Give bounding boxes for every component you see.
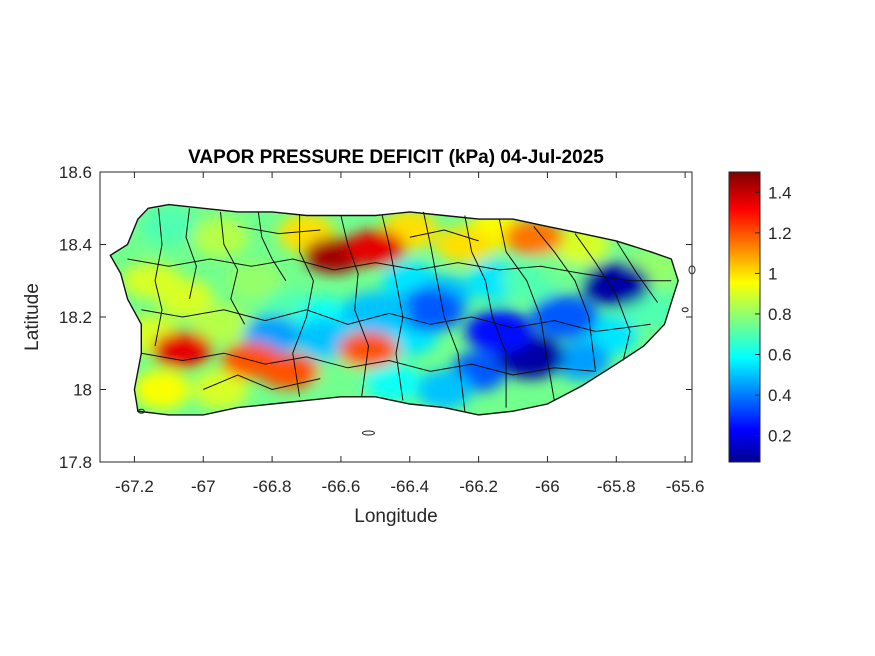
y-tick-label-1: 18 — [73, 381, 92, 400]
vpd-hotspot-7 — [434, 226, 495, 263]
boundary-line-14 — [141, 309, 651, 333]
islet-0 — [361, 430, 375, 436]
boundary-line-4 — [292, 215, 314, 397]
municipal-boundaries — [127, 208, 672, 412]
vpd-patch-22 — [133, 369, 190, 410]
boundary-line-2 — [220, 211, 246, 325]
colorbar-tick-label-6: 1.4 — [768, 183, 792, 202]
vpd-lowspot-3 — [396, 287, 465, 332]
islet-3 — [137, 408, 145, 414]
vpd-patch-21 — [192, 369, 249, 410]
vpd-patch-4 — [192, 304, 249, 345]
boundary-line-13 — [127, 258, 672, 282]
islet-2 — [681, 307, 689, 313]
x-tick-label-0: -67.2 — [115, 477, 154, 496]
vpd-hotspot-2 — [152, 331, 213, 368]
vpd-lowspot-0 — [582, 262, 651, 307]
y-axis-ticks: 17.8 18 18.2 18.4 18.6 — [59, 163, 692, 472]
colorbar-tick-label-5: 1.2 — [768, 224, 792, 243]
island-outline — [109, 203, 679, 416]
colorbar-tick-label-2: 0.6 — [768, 346, 792, 365]
boundary-line-5 — [340, 215, 370, 397]
y-tick-label-0: 17.8 — [59, 453, 92, 472]
vpd-patch-2 — [226, 260, 283, 301]
boundary-line-12 — [615, 240, 659, 303]
x-tick-label-1: -67 — [191, 477, 216, 496]
colorbar-ticks: 0.2 0.4 0.6 0.8 1 1.2 1.4 — [755, 183, 792, 446]
x-tick-label-8: -65.6 — [666, 477, 705, 496]
x-tick-label-4: -66.4 — [390, 477, 429, 496]
y-tick-label-4: 18.6 — [59, 163, 92, 182]
x-axis-ticks: -67.2 -67 -66.8 -66.6 -66.4 -66.2 -66 -65.8 -65.… — [115, 172, 704, 496]
boundary-line-8 — [464, 215, 507, 408]
chart-title: VAPOR PRESSURE DEFICIT (kPa) 04-Jul-2025 — [188, 147, 604, 168]
vpd-patch-19 — [364, 362, 421, 403]
boundary-line-1 — [185, 208, 197, 300]
boundary-line-6 — [381, 215, 404, 401]
vpd-patch-27 — [295, 318, 352, 359]
y-axis-label: Latitude — [22, 283, 43, 351]
boundary-line-18 — [237, 225, 321, 235]
boundary-line-11 — [574, 233, 631, 361]
x-tick-label-7: -65.8 — [597, 477, 636, 496]
colorbar — [728, 171, 761, 463]
vpd-hotspot-8 — [121, 262, 182, 299]
colorbar-tick-label-1: 0.4 — [768, 386, 792, 405]
y-tick-label-2: 18.2 — [59, 308, 92, 327]
x-tick-label-3: -66.6 — [322, 477, 361, 496]
islet-1 — [688, 265, 696, 275]
vpd-patch-1 — [192, 217, 249, 258]
vpd-patch-18 — [416, 369, 473, 410]
colorbar-tick-label-0: 0.2 — [768, 427, 792, 446]
boundary-line-15 — [141, 352, 596, 376]
vpd-patch-0 — [140, 206, 197, 247]
vpd-lowspot-4 — [341, 291, 410, 336]
x-tick-label-6: -66 — [535, 477, 560, 496]
boundary-line-3 — [257, 211, 287, 282]
boundary-line-9 — [498, 218, 555, 401]
boundary-line-16 — [203, 374, 321, 391]
vpd-hotspot-4 — [259, 353, 320, 390]
vpd-hotspot-6 — [503, 219, 564, 256]
small-islets — [137, 265, 696, 436]
boundary-line-0 — [154, 208, 163, 347]
x-tick-label-5: -66.2 — [459, 477, 498, 496]
x-axis-label: Longitude — [354, 506, 437, 527]
vpd-hotspot-1 — [345, 230, 406, 267]
vpd-lowspot-2 — [465, 309, 534, 354]
boundary-line-7 — [423, 211, 466, 412]
boundary-line-10 — [533, 226, 597, 372]
colorbar-tick-label-3: 0.8 — [768, 305, 792, 324]
colorbar-tick-label-4: 1 — [768, 264, 777, 283]
boundary-line-17 — [409, 229, 479, 242]
x-tick-label-2: -66.8 — [253, 477, 292, 496]
y-tick-label-3: 18.4 — [59, 236, 92, 255]
